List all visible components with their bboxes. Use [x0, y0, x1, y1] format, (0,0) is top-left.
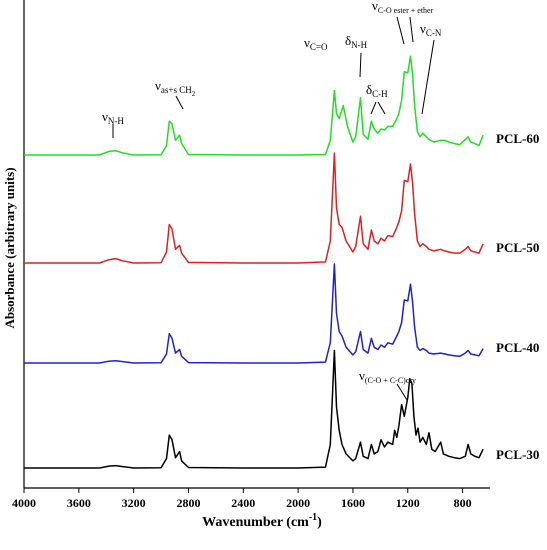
annotation-leaders [112, 16, 435, 401]
annotation-leader-line [409, 16, 414, 43]
series-line-pcl-60 [24, 55, 484, 156]
annotation-leader-line [396, 16, 405, 45]
series-label-pcl-30: PCL-30 [496, 447, 539, 462]
annotation-nu-nh: νN-H [102, 109, 124, 126]
series-line-pcl-40 [24, 263, 484, 364]
series-label-pcl-50: PCL-50 [496, 240, 539, 255]
spectra-series [24, 55, 484, 469]
series-labels: PCL-60 PCL-50 PCL-40 PCL-30 [496, 131, 539, 462]
annotation-leader-line [175, 95, 184, 110]
annotation-nu-co: νC=O [304, 35, 328, 52]
annotation-nu-cn: νC-N [420, 21, 442, 38]
y-axis-label: Absorbance (arbitrary units) [2, 167, 17, 328]
x-tick-label: 1600 [341, 496, 365, 510]
x-axis-ticks: 4000 3600 3200 2800 2400 2000 1600 1200 800 [12, 488, 472, 510]
x-tick-label: 4000 [12, 496, 36, 510]
x-tick-label: 2000 [286, 496, 310, 510]
x-tick-label: 3200 [122, 496, 146, 510]
annotation-leader-line [370, 101, 377, 115]
series-line-pcl-30 [24, 349, 484, 469]
x-tick-label: 3600 [67, 496, 91, 510]
annotation-leader-line [359, 52, 362, 78]
annotation-leader-line [421, 39, 435, 115]
x-tick-label: 2400 [231, 496, 255, 510]
annotation-leader-line [377, 101, 386, 115]
series-label-pcl-60: PCL-60 [496, 131, 539, 146]
x-axis-label: Wavenumber (cm-1) [202, 512, 322, 530]
series-line-pcl-50 [24, 152, 484, 264]
annotation-delta-nh: δN-H [345, 33, 368, 50]
annotation-leader-line [396, 383, 408, 401]
annotation-nu-co-cc-cry: ν(C-O + C-C)cry [359, 368, 416, 385]
x-tick-label: 2800 [176, 496, 200, 510]
annotation-delta-ch: δC-H [366, 82, 388, 99]
x-tick-label: 1200 [396, 496, 420, 510]
x-tick-label: 800 [454, 496, 472, 510]
annotation-nu-ch2: νas+s CH2 [155, 78, 196, 98]
series-label-pcl-40: PCL-40 [496, 340, 539, 355]
annotation-nu-co-ester: νC-O ester + ether [372, 0, 434, 15]
